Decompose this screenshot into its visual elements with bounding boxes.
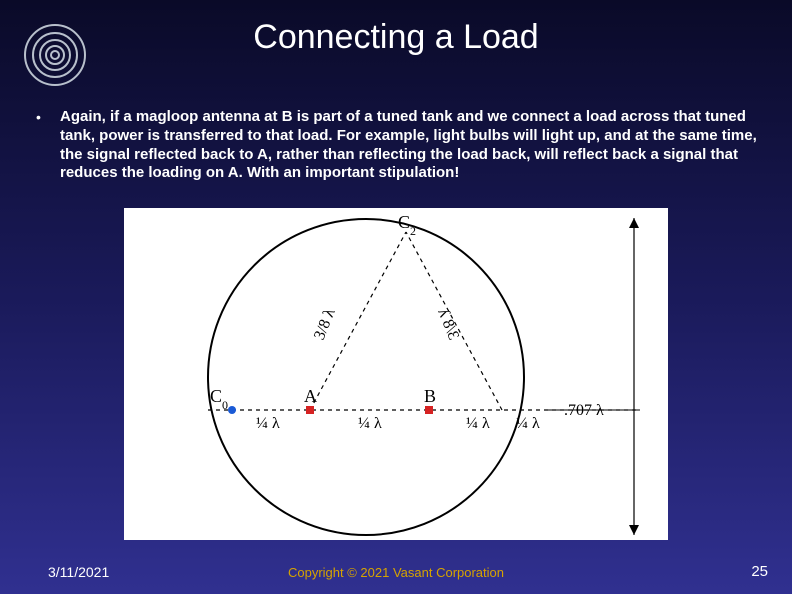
svg-text:A: A — [304, 386, 317, 406]
svg-text:B: B — [424, 386, 436, 406]
footer-copyright: Copyright © 2021 Vasant Corporation — [0, 565, 792, 580]
bullet-item: • Again, if a magloop antenna at B is pa… — [36, 108, 762, 183]
footer-page-number: 25 — [751, 563, 768, 580]
svg-text:3/8 λ: 3/8 λ — [434, 306, 462, 342]
diagram-figure: .707 λ C0 A B C2 ¼ λ ¼ λ ¼ λ ¼ λ 3/8 λ 3/8 λ — [124, 208, 668, 540]
svg-text:¼ λ: ¼ λ — [516, 415, 540, 432]
svg-text:C2: C2 — [398, 212, 416, 238]
slide-title: Connecting a Load — [0, 18, 792, 57]
svg-text:¼ λ: ¼ λ — [358, 415, 382, 432]
svg-text:¼ λ: ¼ λ — [256, 415, 280, 432]
svg-text:.707 λ: .707 λ — [564, 402, 604, 419]
svg-text:¼ λ: ¼ λ — [466, 415, 490, 432]
svg-text:C0: C0 — [210, 386, 228, 412]
bullet-text: Again, if a magloop antenna at B is part… — [60, 108, 762, 183]
bullet-marker: • — [36, 108, 60, 183]
svg-text:3/8 λ: 3/8 λ — [311, 306, 339, 342]
